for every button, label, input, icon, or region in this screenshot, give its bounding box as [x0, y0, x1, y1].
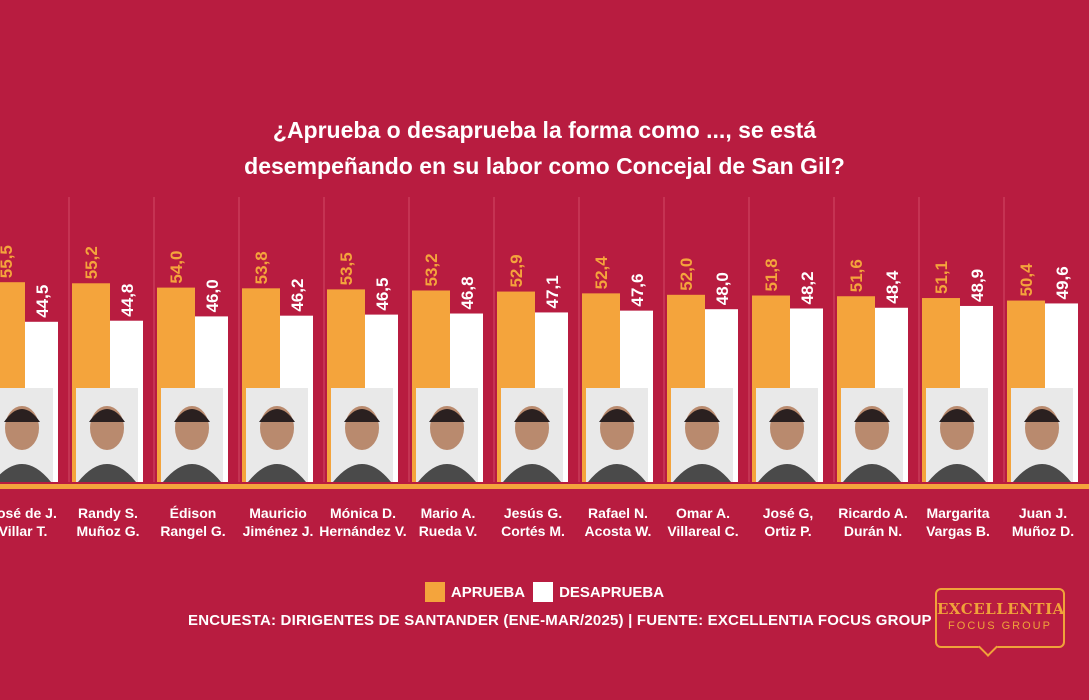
candidate-photo-hair: [684, 409, 720, 422]
category-label-line1: José G,: [763, 505, 814, 521]
data-label-aprueba: 53,8: [252, 251, 271, 284]
data-label-desaprueba: 47,6: [628, 274, 647, 307]
data-label-aprueba: 51,6: [847, 259, 866, 292]
category-label-line2: Villareal C.: [667, 523, 738, 539]
candidate-photo-hair: [174, 409, 210, 422]
data-label-aprueba: 55,5: [0, 245, 16, 278]
candidate-photo-hair: [769, 409, 805, 422]
candidate-photo-shoulders: [248, 464, 306, 482]
data-label-desaprueba: 48,2: [798, 271, 817, 304]
candidate-photo-hair: [89, 409, 125, 422]
category-label-line1: Margarita: [926, 505, 989, 521]
category-label-line1: José de J.: [0, 505, 57, 521]
data-label-desaprueba: 48,9: [968, 269, 987, 302]
category-label-line1: Jesús G.: [504, 505, 562, 521]
candidate-photo-hair: [1024, 409, 1060, 422]
legend-swatch-disapprove: [533, 582, 554, 602]
legend-item-approve: APRUEBA: [424, 582, 526, 602]
candidate-photo-shoulders: [503, 464, 561, 482]
data-label-desaprueba: 46,2: [288, 279, 307, 312]
legend: APRUEBA DESAPRUEBA: [0, 582, 1089, 602]
candidate-photo-shoulders: [673, 464, 731, 482]
category-label-line2: Rueda V.: [419, 523, 478, 539]
category-label-line1: Mario A.: [421, 505, 476, 521]
data-label-aprueba: 55,2: [82, 246, 101, 279]
category-label-line2: Durán N.: [844, 523, 902, 539]
candidate-photo-shoulders: [1013, 464, 1071, 482]
data-label-desaprueba: 44,8: [118, 284, 137, 317]
category-label-line2: Muñoz G.: [77, 523, 140, 539]
candidate-photo-hair: [259, 409, 295, 422]
logo-text-bottom: FOCUS GROUP: [948, 620, 1052, 632]
data-label-aprueba: 52,9: [507, 254, 526, 287]
candidate-photo-hair: [599, 409, 635, 422]
excellentia-logo: EXCELLENTIA FOCUS GROUP: [935, 588, 1065, 657]
category-label-line1: Mauricio: [249, 505, 307, 521]
chart-title-line2: desempeñando en su labor como Concejal d…: [244, 153, 845, 179]
category-label-line1: Rafael N.: [588, 505, 648, 521]
legend-label-approve: APRUEBA: [450, 583, 526, 601]
data-label-desaprueba: 44,5: [33, 285, 52, 318]
logo-speech-tail: [978, 637, 998, 657]
candidate-photo-hair: [514, 409, 550, 422]
data-label-desaprueba: 48,0: [713, 272, 732, 305]
category-label-line2: Cortés M.: [501, 523, 565, 539]
category-label-line1: Randy S.: [78, 505, 138, 521]
source-note: ENCUESTA: DIRIGENTES DE SANTANDER (ENE-M…: [188, 612, 932, 629]
category-label-line2: Ortiz P.: [764, 523, 811, 539]
candidate-photo-shoulders: [333, 464, 391, 482]
data-label-desaprueba: 46,8: [458, 276, 477, 309]
category-label-line2: Rangel G.: [160, 523, 225, 539]
bar-chart: 55,5 44,5 José de J. Villar T. 55,2 44,8 Randy…: [0, 197, 1089, 539]
data-label-desaprueba: 46,5: [373, 278, 392, 311]
category-label-line1: Omar A.: [676, 505, 730, 521]
candidate-photo-shoulders: [418, 464, 476, 482]
candidate-photo-hair: [429, 409, 465, 422]
data-label-desaprueba: 49,6: [1053, 266, 1072, 299]
data-label-aprueba: 53,5: [337, 252, 356, 285]
category-label-line1: Mónica D.: [330, 505, 396, 521]
data-label-aprueba: 52,4: [592, 256, 611, 290]
category-label-line2: Jiménez J.: [243, 523, 314, 539]
category-label-line1: Édison: [170, 505, 217, 521]
legend-label-disapprove: DESAPRUEBA: [559, 583, 665, 601]
data-label-aprueba: 51,8: [762, 258, 781, 291]
data-label-desaprueba: 47,1: [543, 275, 562, 308]
candidate-photo-hair: [344, 409, 380, 422]
legend-swatch-approve: [424, 582, 445, 602]
candidate-photo-shoulders: [928, 464, 986, 482]
data-label-aprueba: 52,0: [677, 258, 696, 291]
candidate-photo-hair: [4, 409, 40, 422]
data-label-desaprueba: 46,0: [203, 279, 222, 312]
category-label-line2: Vargas B.: [926, 523, 990, 539]
candidate-photo-shoulders: [78, 464, 136, 482]
category-label-line1: Ricardo A.: [838, 505, 908, 521]
candidate-photo-shoulders: [843, 464, 901, 482]
category-label-line2: Muñoz D.: [1012, 523, 1074, 539]
candidate-photo-shoulders: [588, 464, 646, 482]
data-label-desaprueba: 48,4: [883, 270, 902, 304]
candidate-photo-hair: [854, 409, 890, 422]
candidate-photo-shoulders: [758, 464, 816, 482]
logo-text-top: EXCELLENTIA: [937, 600, 1065, 618]
candidate-photo-hair: [939, 409, 975, 422]
category-label-line2: Hernández V.: [319, 523, 406, 539]
data-label-aprueba: 51,1: [932, 261, 951, 294]
baseline: [0, 484, 1089, 489]
category-label-line1: Juan J.: [1019, 505, 1067, 521]
category-label-line2: Acosta W.: [585, 523, 652, 539]
legend-item-disapprove: DESAPRUEBA: [533, 582, 664, 602]
candidate-photo-shoulders: [0, 464, 51, 482]
data-label-aprueba: 54,0: [167, 251, 186, 284]
data-label-aprueba: 50,4: [1017, 263, 1036, 297]
chart-title-line1: ¿Aprueba o desaprueba la forma como ...,…: [272, 117, 817, 143]
category-label-line2: Villar T.: [0, 523, 47, 539]
data-label-aprueba: 53,2: [422, 253, 441, 286]
candidate-photo-shoulders: [163, 464, 221, 482]
